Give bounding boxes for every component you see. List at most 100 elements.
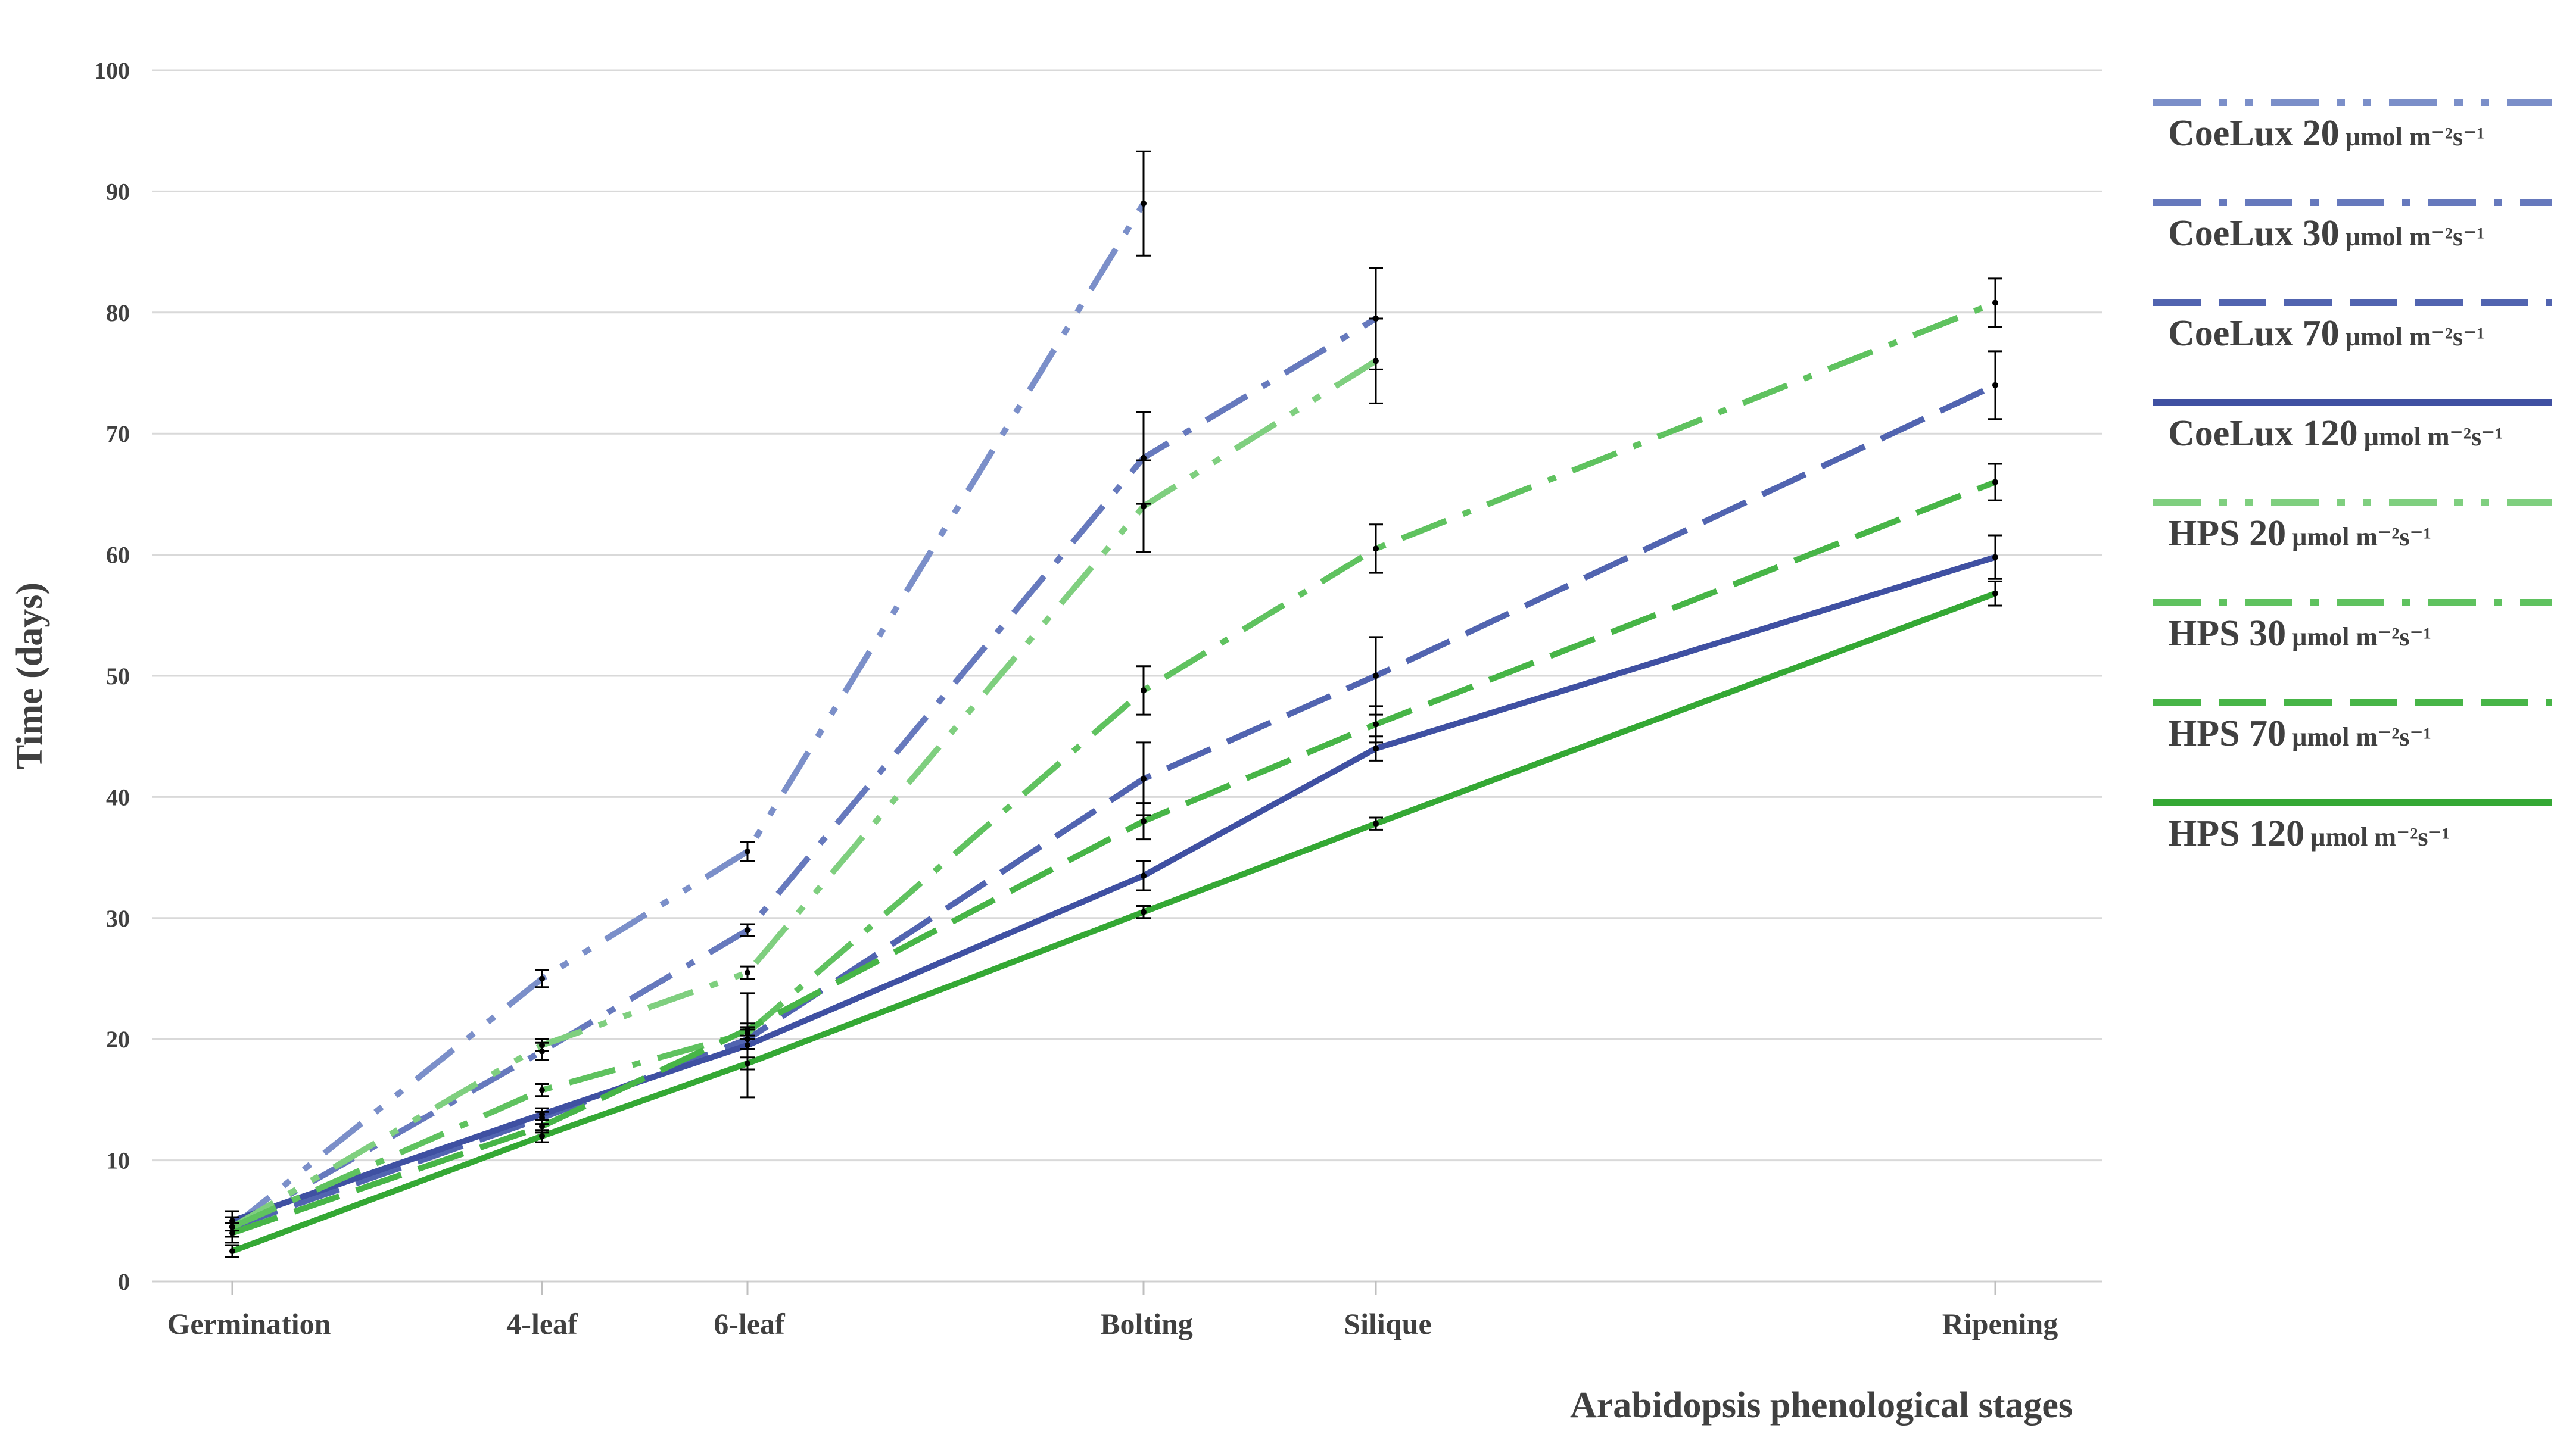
data-point (745, 1026, 750, 1033)
data-point (1992, 479, 1998, 485)
legend-label: HPS 70 µmol m⁻²s⁻¹ (2168, 713, 2431, 754)
data-point (539, 1111, 545, 1118)
legend-item: HPS 120 µmol m⁻²s⁻¹ (2153, 799, 2552, 854)
error-bar (535, 1038, 549, 1053)
legend-unit: µmol m⁻²s⁻¹ (2310, 822, 2450, 852)
error-bars (225, 150, 2002, 1258)
error-bar (740, 841, 755, 862)
error-bar (1136, 150, 1151, 257)
series-line-hps-120 (231, 591, 1996, 1254)
x-axis-ticks: Germination 4-leaf 6-leaf Bolting Silique Rip… (167, 1281, 2058, 1340)
y-tick-label: 90 (106, 178, 130, 205)
x-axis-title: Arabidopsis phenological stages (1570, 1385, 2073, 1426)
error-bar (1136, 860, 1151, 891)
legend-label: HPS 20 µmol m⁻²s⁻¹ (2168, 513, 2431, 554)
series-line-hps-70 (231, 479, 1996, 1236)
legend-unit: µmol m⁻²s⁻¹ (2364, 422, 2503, 451)
data-point (1141, 503, 1147, 510)
data-point (1373, 721, 1379, 728)
legend-unit: µmol m⁻²s⁻¹ (2346, 222, 2485, 251)
x-tick-label: 6-leaf (714, 1307, 786, 1340)
x-tick-label: Bolting (1100, 1307, 1193, 1340)
data-point (1141, 687, 1147, 694)
data-point (745, 848, 750, 854)
legend-label: CoeLux 20 µmol m⁻²s⁻¹ (2168, 113, 2484, 154)
data-point (745, 969, 750, 976)
error-bar (740, 1056, 755, 1071)
legend-item: CoeLux 30 µmol m⁻²s⁻¹ (2153, 199, 2552, 254)
legend-unit: µmol m⁻²s⁻¹ (2346, 322, 2485, 351)
y-tick-label: 100 (94, 57, 130, 84)
legend-series-name: HPS 70 (2168, 713, 2286, 754)
data-point (1141, 454, 1147, 461)
legend-series-name: HPS 30 (2168, 613, 2286, 654)
legend-series-name: CoeLux 20 (2168, 113, 2340, 154)
data-point (1141, 818, 1147, 825)
error-bar (1369, 523, 1383, 574)
legend-series-name: HPS 120 (2168, 813, 2304, 854)
gridlines (152, 69, 2102, 1162)
error-bar (740, 1022, 755, 1037)
error-bar (1136, 905, 1151, 919)
error-bar (740, 923, 755, 937)
legend-unit: µmol m⁻²s⁻¹ (2292, 622, 2431, 651)
legend-label: CoeLux 70 µmol m⁻²s⁻¹ (2168, 313, 2484, 354)
data-point (1373, 358, 1379, 364)
data-point (539, 1123, 545, 1130)
data-point (1992, 300, 1998, 306)
legend-item: CoeLux 120 µmol m⁻²s⁻¹ (2153, 399, 2552, 454)
series-line-coelux-70 (231, 382, 1997, 1230)
legend-label: CoeLux 30 µmol m⁻²s⁻¹ (2168, 213, 2484, 254)
y-tick-label: 70 (106, 420, 130, 447)
x-tick-label: Ripening (1942, 1307, 2058, 1340)
legend-series-name: HPS 20 (2168, 513, 2286, 554)
y-axis-ticks: 0 10 20 30 40 50 60 70 80 90 100 (94, 57, 130, 1295)
legend-item: CoeLux 20 µmol m⁻²s⁻¹ (2153, 99, 2552, 154)
y-tick-label: 40 (106, 784, 130, 810)
data-point (745, 1060, 750, 1066)
legend-label: CoeLux 120 µmol m⁻²s⁻¹ (2168, 413, 2503, 454)
data-point (1992, 590, 1998, 597)
data-point (745, 927, 750, 934)
error-bar (535, 969, 549, 988)
series-line-coelux-20 (230, 202, 1147, 1230)
data-point (539, 975, 545, 982)
y-tick-label: 30 (106, 905, 130, 932)
x-tick-label: Silique (1344, 1307, 1431, 1340)
error-bar (740, 965, 755, 980)
error-bar (1988, 463, 2002, 501)
legend-unit: µmol m⁻²s⁻¹ (2346, 122, 2485, 151)
series-lines (230, 202, 1997, 1254)
series-line-hps-30 (230, 300, 1996, 1230)
data-point (1992, 554, 1998, 560)
data-point (539, 1133, 545, 1139)
data-point (1373, 545, 1379, 552)
x-tick-label: 4-leaf (506, 1307, 578, 1340)
error-bar (1369, 816, 1383, 831)
data-point (1141, 909, 1147, 915)
data-point (1992, 382, 1998, 388)
error-bar (1369, 636, 1383, 716)
error-bar (1136, 802, 1151, 841)
error-bar (225, 1244, 239, 1258)
data-point (539, 1042, 545, 1049)
error-bar (1136, 459, 1151, 554)
y-tick-label: 60 (106, 542, 130, 569)
series-line-coelux-120 (231, 554, 1996, 1224)
error-bar (1988, 277, 2002, 328)
data-point (1373, 746, 1379, 752)
legend-item: CoeLux 70 µmol m⁻²s⁻¹ (2153, 299, 2552, 354)
error-bar (1988, 350, 2002, 420)
data-point (539, 1087, 545, 1093)
data-point (229, 1248, 235, 1255)
series-line-hps-20 (230, 358, 1378, 1230)
series-line-coelux-30 (230, 316, 1378, 1230)
error-bar (1136, 665, 1151, 716)
data-point (1141, 200, 1147, 207)
legend-unit: µmol m⁻²s⁻¹ (2292, 722, 2431, 751)
error-bar (535, 1083, 549, 1097)
legend-label: HPS 30 µmol m⁻²s⁻¹ (2168, 613, 2431, 654)
data-point (1373, 821, 1379, 827)
